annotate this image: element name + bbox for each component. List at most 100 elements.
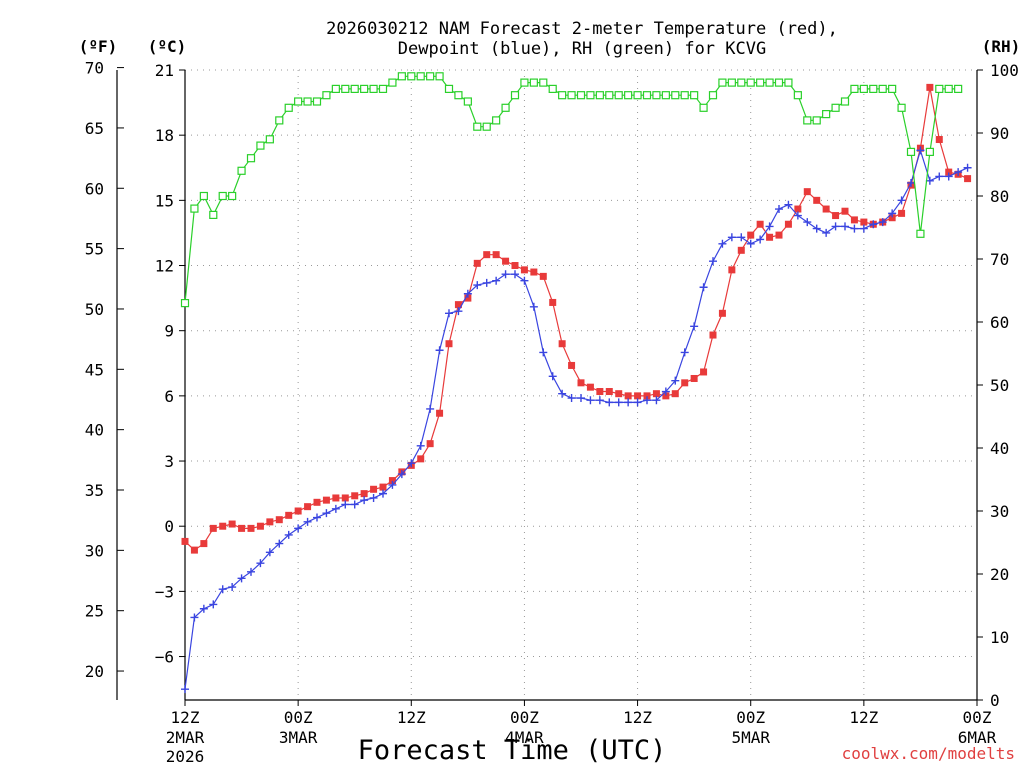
time-tick-date: 2MAR [166, 728, 205, 747]
rh-point [784, 78, 793, 87]
celsius-tick-label: −3 [155, 582, 174, 601]
dewpoint-point [426, 404, 435, 413]
celsius-unit-label: (ºC) [148, 37, 187, 56]
temperature-point [379, 483, 387, 491]
rh-point [935, 84, 944, 94]
dewpoint-point [294, 524, 303, 533]
dewpoint-point [331, 504, 340, 513]
series-layer [180, 72, 972, 694]
temperature-point [502, 257, 510, 265]
fahrenheit-tick-label: 30 [85, 541, 104, 560]
dewpoint-point [445, 309, 453, 318]
temperature-point [841, 207, 849, 215]
series-rh [180, 72, 963, 308]
dewpoint-point [897, 196, 906, 205]
rh-point [510, 91, 520, 100]
rh-point [360, 84, 369, 94]
series-temperature [181, 83, 972, 554]
celsius-tick-label: 9 [164, 322, 174, 341]
temperature-point [964, 175, 972, 183]
rh-tick-label: 70 [990, 250, 1009, 269]
rh-point [586, 91, 595, 100]
temperature-point [568, 361, 576, 369]
rh-point [595, 91, 604, 100]
fahrenheit-tick-label: 25 [85, 602, 104, 621]
temperature-point [256, 522, 264, 530]
dewpoint-point [595, 396, 604, 405]
rh-point [944, 84, 953, 94]
temperature-point [473, 259, 481, 267]
dewpoint-point [859, 224, 868, 233]
celsius-tick-label: 6 [164, 387, 174, 406]
rh-point [444, 84, 454, 94]
dewpoint-point [841, 222, 849, 231]
time-tick-date: 6MAR [958, 728, 997, 747]
rh-point [680, 91, 689, 100]
dewpoint-point [313, 513, 321, 522]
dewpoint-line [184, 148, 968, 690]
dewpoint-point [303, 517, 312, 526]
dewpoint-point [567, 394, 576, 403]
dewpoint-point [935, 172, 944, 181]
dewpoint-point [775, 205, 783, 214]
rh-point [558, 91, 567, 100]
rh-point [341, 84, 350, 94]
fahrenheit-tick-label: 20 [85, 662, 104, 681]
rh-point [294, 97, 303, 106]
temperature-point [850, 216, 858, 224]
rh-point [388, 78, 397, 87]
fahrenheit-unit-label: (ºF) [79, 37, 118, 56]
temperature-point [718, 309, 726, 317]
temperature-point [926, 83, 934, 91]
dewpoint-point [812, 224, 821, 233]
dewpoint-point [256, 559, 265, 568]
dewpoint-point [190, 613, 199, 622]
dewpoint-point [756, 235, 765, 244]
rh-point [642, 91, 652, 100]
dewpoint-point [492, 276, 501, 285]
dewpoint-point [727, 233, 736, 242]
rh-point [661, 91, 670, 100]
dewpoint-point [699, 283, 708, 292]
dewpoint-point [690, 322, 699, 331]
dewpoint-point [746, 239, 755, 248]
time-tick-label: 00Z [963, 708, 992, 727]
temperature-point [737, 246, 745, 254]
rh-point [482, 122, 491, 131]
dewpoint-point [954, 168, 963, 177]
time-tick-label: 12Z [849, 708, 878, 727]
rh-point [492, 116, 501, 125]
temperature-point [671, 390, 679, 398]
rh-point [859, 84, 868, 94]
rh-point [840, 97, 850, 106]
temperature-point [898, 209, 906, 217]
temperature-point [275, 516, 283, 524]
temperature-point [483, 251, 491, 259]
fahrenheit-tick-label: 40 [85, 421, 104, 440]
temperature-point [935, 136, 943, 144]
dewpoint-point [850, 224, 859, 233]
temperature-point [605, 388, 613, 396]
rh-point [322, 91, 331, 100]
rh-point [822, 109, 831, 119]
rh-point [501, 103, 510, 112]
temperature-point [492, 251, 500, 259]
temperature-point [615, 390, 623, 398]
credit-text: coolwx.com/modelts [842, 744, 1015, 763]
rh-point [378, 84, 388, 94]
rh-point [190, 204, 199, 213]
temperature-point [822, 205, 830, 213]
temperature-point [624, 392, 632, 400]
rh-tick-label: 90 [990, 124, 1009, 143]
dewpoint-point [614, 398, 623, 407]
dewpoint-point [322, 509, 331, 518]
temperature-point [313, 498, 321, 506]
temperature-point [238, 524, 246, 532]
dewpoint-point [369, 493, 378, 502]
dewpoint-point [539, 348, 548, 357]
temperature-point [520, 266, 528, 274]
dewpoint-point [265, 548, 274, 557]
dewpoint-point [501, 270, 510, 279]
temperature-point [652, 390, 660, 398]
rh-point [463, 97, 472, 106]
